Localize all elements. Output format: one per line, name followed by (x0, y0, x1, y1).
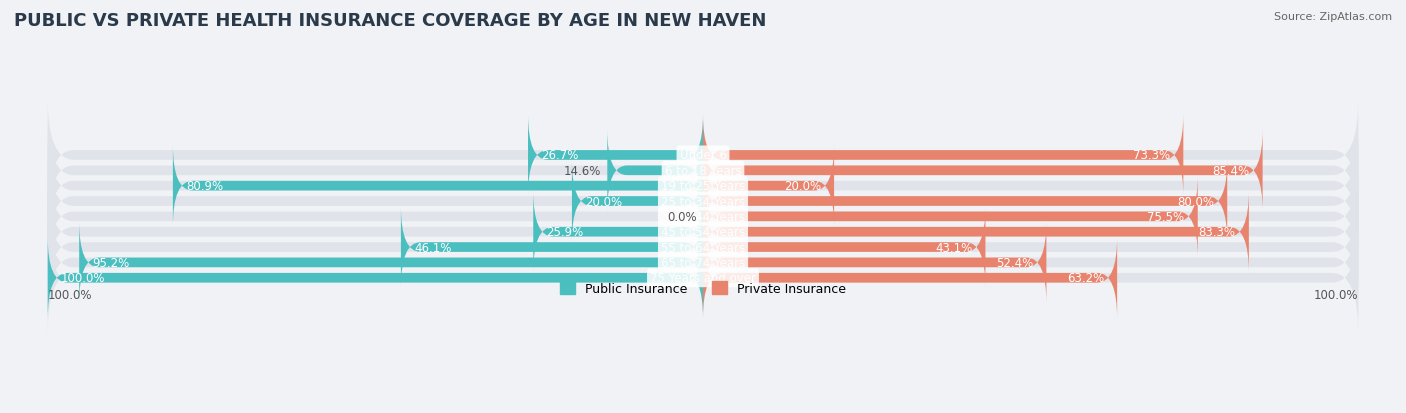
Text: 45 to 54 Years: 45 to 54 Years (661, 225, 745, 239)
FancyBboxPatch shape (533, 191, 703, 273)
FancyBboxPatch shape (703, 114, 1184, 197)
FancyBboxPatch shape (48, 176, 1358, 289)
Text: 85.4%: 85.4% (1212, 164, 1250, 177)
Text: 75 Years and over: 75 Years and over (650, 272, 756, 285)
Text: 43.1%: 43.1% (935, 241, 973, 254)
FancyBboxPatch shape (703, 160, 1227, 242)
Text: 95.2%: 95.2% (93, 256, 129, 269)
FancyBboxPatch shape (48, 206, 1358, 319)
Text: Source: ZipAtlas.com: Source: ZipAtlas.com (1274, 12, 1392, 22)
FancyBboxPatch shape (173, 145, 703, 227)
FancyBboxPatch shape (529, 114, 703, 197)
Text: 55 to 64 Years: 55 to 64 Years (661, 241, 745, 254)
Text: 20.0%: 20.0% (783, 180, 821, 193)
Legend: Public Insurance, Private Insurance: Public Insurance, Private Insurance (555, 276, 851, 300)
Text: PUBLIC VS PRIVATE HEALTH INSURANCE COVERAGE BY AGE IN NEW HAVEN: PUBLIC VS PRIVATE HEALTH INSURANCE COVER… (14, 12, 766, 30)
Text: 46.1%: 46.1% (413, 241, 451, 254)
Text: 100.0%: 100.0% (60, 272, 105, 285)
FancyBboxPatch shape (703, 191, 1249, 273)
FancyBboxPatch shape (48, 114, 1358, 227)
Text: 52.4%: 52.4% (995, 256, 1033, 269)
Text: 80.9%: 80.9% (186, 180, 224, 193)
FancyBboxPatch shape (703, 206, 986, 289)
Text: 80.0%: 80.0% (1177, 195, 1215, 208)
Text: 6 to 18 Years: 6 to 18 Years (665, 164, 741, 177)
FancyBboxPatch shape (703, 222, 1046, 304)
FancyBboxPatch shape (48, 99, 1358, 212)
Text: 25.9%: 25.9% (547, 225, 583, 239)
Text: 63.2%: 63.2% (1067, 272, 1104, 285)
FancyBboxPatch shape (572, 160, 703, 242)
FancyBboxPatch shape (703, 237, 1118, 319)
Text: 73.3%: 73.3% (1133, 149, 1170, 162)
Text: 35 to 44 Years: 35 to 44 Years (661, 210, 745, 223)
Text: 100.0%: 100.0% (48, 289, 93, 302)
Text: 83.3%: 83.3% (1199, 225, 1236, 239)
FancyBboxPatch shape (703, 130, 1263, 212)
Text: 25 to 34 Years: 25 to 34 Years (661, 195, 745, 208)
Text: Under 6: Under 6 (679, 149, 727, 162)
FancyBboxPatch shape (48, 160, 1358, 273)
FancyBboxPatch shape (48, 145, 1358, 258)
FancyBboxPatch shape (401, 206, 703, 289)
FancyBboxPatch shape (48, 130, 1358, 242)
FancyBboxPatch shape (48, 191, 1358, 304)
FancyBboxPatch shape (703, 145, 834, 227)
Text: 100.0%: 100.0% (1313, 289, 1358, 302)
Text: 20.0%: 20.0% (585, 195, 623, 208)
Text: 75.5%: 75.5% (1147, 210, 1185, 223)
Text: 26.7%: 26.7% (541, 149, 578, 162)
Text: 0.0%: 0.0% (666, 210, 696, 223)
Text: 14.6%: 14.6% (564, 164, 600, 177)
FancyBboxPatch shape (607, 130, 703, 212)
FancyBboxPatch shape (79, 222, 703, 304)
Text: 19 to 25 Years: 19 to 25 Years (661, 180, 745, 193)
Text: 65 to 74 Years: 65 to 74 Years (661, 256, 745, 269)
FancyBboxPatch shape (48, 237, 703, 319)
FancyBboxPatch shape (48, 222, 1358, 335)
FancyBboxPatch shape (703, 176, 1198, 258)
